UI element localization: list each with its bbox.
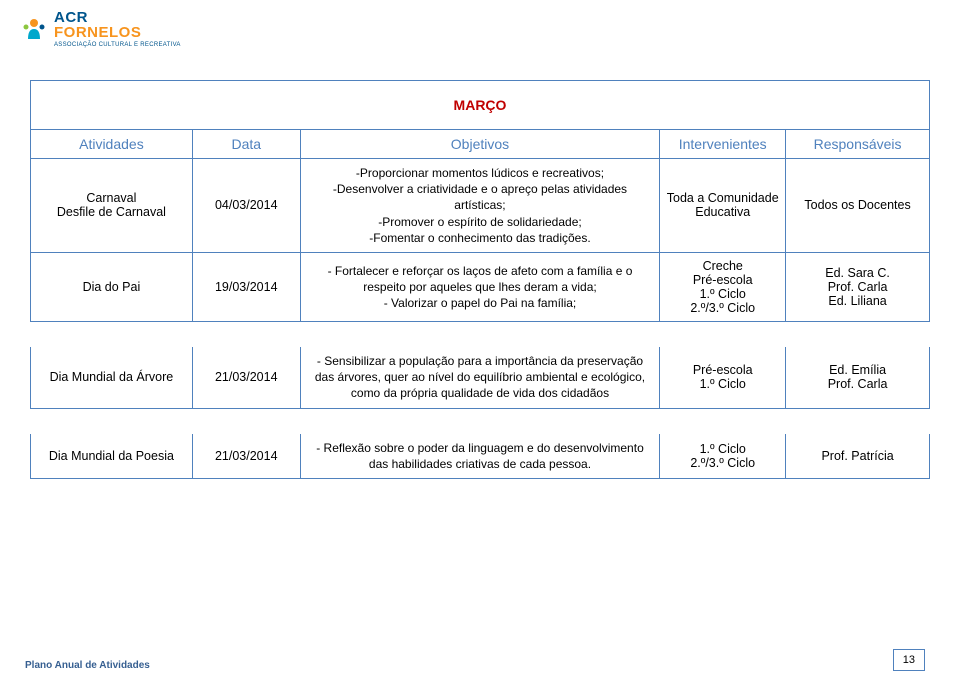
header-intervenientes: Intervenientes <box>660 130 786 159</box>
table-row: Dia Mundial da Poesia 21/03/2014 - Refle… <box>31 434 930 479</box>
cell-objectives: - Fortalecer e reforçar os laços de afet… <box>300 252 660 321</box>
header-data: Data <box>192 130 300 159</box>
cell-interv: Toda a Comunidade Educativa <box>660 159 786 253</box>
cell-resp: Todos os Docentes <box>786 159 930 253</box>
logo-text: ACR FORNELOS ASSOCIAÇÃO CULTURAL E RECRE… <box>54 10 181 48</box>
cell-date: 04/03/2014 <box>192 159 300 253</box>
cell-date: 21/03/2014 <box>192 347 300 408</box>
logo-sub: ASSOCIAÇÃO CULTURAL E RECREATIVA <box>54 42 181 48</box>
header-atividades: Atividades <box>31 130 193 159</box>
logo: ACR FORNELOS ASSOCIAÇÃO CULTURAL E RECRE… <box>20 10 181 48</box>
poesia-table: Dia Mundial da Poesia 21/03/2014 - Refle… <box>30 434 930 479</box>
cell-resp: Ed. Sara C. Prof. Carla Ed. Liliana <box>786 252 930 321</box>
logo-line1: ACR <box>54 10 181 25</box>
main-table: MARÇO Atividades Data Objetivos Interven… <box>30 80 930 322</box>
table-row: Dia do Pai 19/03/2014 - Fortalecer e ref… <box>31 252 930 321</box>
cell-interv: Creche Pré-escola 1.º Ciclo 2.º/3.º Cicl… <box>660 252 786 321</box>
cell-resp: Ed. Emília Prof. Carla <box>786 347 930 408</box>
cell-date: 21/03/2014 <box>192 434 300 479</box>
footer-text: Plano Anual de Atividades <box>25 660 150 671</box>
logo-line2: FORNELOS <box>54 25 181 40</box>
cell-activity: Carnaval Desfile de Carnaval <box>31 159 193 253</box>
cell-objectives: - Reflexão sobre o poder da linguagem e … <box>300 434 660 479</box>
cell-date: 19/03/2014 <box>192 252 300 321</box>
cell-activity: Dia Mundial da Árvore <box>31 347 193 408</box>
header-objetivos: Objetivos <box>300 130 660 159</box>
cell-objectives: -Proporcionar momentos lúdicos e recreat… <box>300 159 660 253</box>
cell-interv: Pré-escola 1.º Ciclo <box>660 347 786 408</box>
cell-objectives: - Sensibilizar a população para a import… <box>300 347 660 408</box>
table-row: Carnaval Desfile de Carnaval 04/03/2014 … <box>31 159 930 253</box>
header-responsaveis: Responsáveis <box>786 130 930 159</box>
cell-activity: Dia Mundial da Poesia <box>31 434 193 479</box>
page-number: 13 <box>893 649 925 671</box>
arvore-table: Dia Mundial da Árvore 21/03/2014 - Sensi… <box>30 347 930 409</box>
cell-interv: 1.º Ciclo 2.º/3.º Ciclo <box>660 434 786 479</box>
footer: Plano Anual de Atividades 13 <box>25 649 925 671</box>
section-title-row: MARÇO <box>31 81 930 130</box>
logo-icon <box>20 15 48 43</box>
table-row: Dia Mundial da Árvore 21/03/2014 - Sensi… <box>31 347 930 408</box>
cell-resp: Prof. Patrícia <box>786 434 930 479</box>
cell-activity: Dia do Pai <box>31 252 193 321</box>
header-row: Atividades Data Objetivos Intervenientes… <box>31 130 930 159</box>
section-title: MARÇO <box>454 97 507 113</box>
